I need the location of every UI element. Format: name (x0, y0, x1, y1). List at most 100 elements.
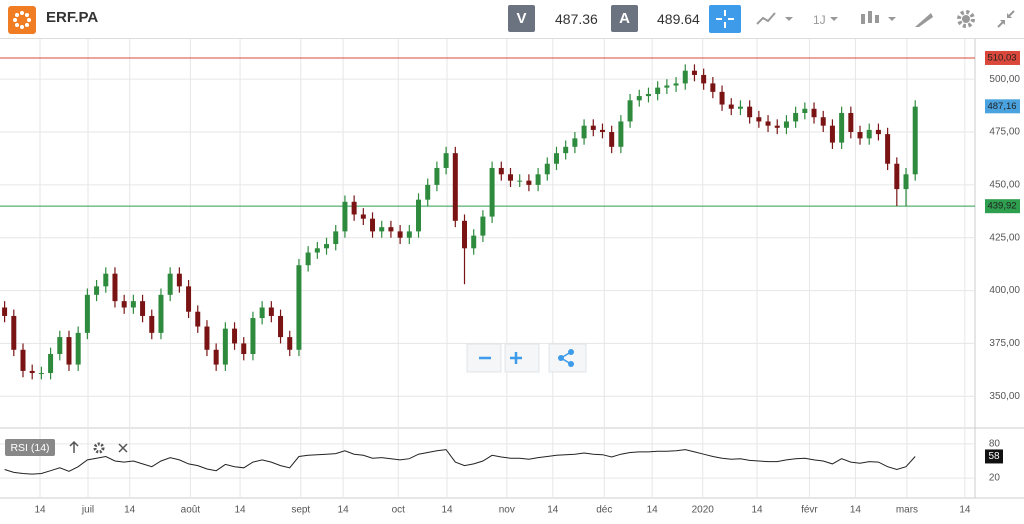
candle-body (875, 129, 881, 135)
candle-body (75, 332, 81, 365)
candle-body (379, 227, 385, 232)
candle-body (195, 311, 201, 327)
level-tag (985, 99, 1020, 114)
candle-body (839, 112, 845, 143)
candle-type-button[interactable] (858, 8, 898, 30)
timeframe-arrow[interactable] (827, 10, 841, 28)
rsi-settings[interactable] (93, 442, 105, 454)
candle-body (765, 121, 771, 126)
candle-body (848, 112, 854, 133)
candle-body (121, 301, 127, 308)
timeframe[interactable]: 1J (813, 13, 826, 27)
candle-body (857, 132, 863, 139)
candle-body (682, 70, 688, 84)
sell-price[interactable]: 487.36 (555, 11, 598, 27)
candle-body (912, 106, 918, 175)
candle-body (664, 85, 670, 88)
candle-body (609, 132, 615, 147)
collapse-button[interactable] (995, 8, 1017, 30)
x-tick-label: 14 (441, 505, 453, 516)
x-tick-label: 14 (850, 505, 862, 516)
candle-body (572, 138, 578, 147)
candle-body (149, 315, 155, 333)
candle-body (756, 117, 762, 122)
candle-body (618, 121, 624, 147)
candle-body (820, 117, 826, 126)
candle-body (314, 248, 320, 253)
rsi-move-up[interactable] (69, 440, 79, 453)
candle-body (553, 153, 559, 164)
x-tick-label: nov (499, 505, 515, 516)
y-tick-label: 375,00 (989, 338, 1020, 349)
candle-body (360, 214, 366, 219)
candle-body (728, 104, 734, 109)
candle-body (655, 87, 661, 94)
level-tag (985, 199, 1020, 214)
candle-body (802, 108, 808, 113)
level-label: 510,03 (987, 52, 1016, 63)
draw-button[interactable] (913, 9, 935, 29)
candle-body (351, 201, 357, 215)
y-tick-label: 400,00 (989, 285, 1020, 296)
candle-body (103, 273, 109, 287)
y-tick-label: 350,00 (989, 391, 1020, 402)
share-button[interactable] (548, 343, 587, 373)
candle-body (645, 93, 651, 97)
rsi-close[interactable] (118, 443, 128, 453)
candle-body (829, 125, 835, 143)
x-tick-label: 14 (547, 505, 559, 516)
candle-body (167, 273, 173, 295)
candle-body (498, 167, 504, 175)
candle-body (563, 146, 569, 154)
x-tick-label: oct (392, 505, 406, 516)
candle-body (342, 201, 348, 232)
buy-label[interactable]: A (611, 5, 638, 32)
candle-body (29, 370, 35, 374)
candle-body (186, 286, 192, 312)
share-dot (558, 355, 564, 361)
x-tick-label: 14 (235, 505, 247, 516)
rsi-value-tag (985, 449, 1003, 464)
x-tick-label: mars (896, 505, 918, 516)
candle-body (11, 315, 17, 350)
x-tick-label: 14 (959, 505, 971, 516)
candle-body (636, 96, 642, 101)
candle-body (701, 74, 707, 84)
x-tick-label: août (181, 505, 201, 516)
zoom-controls (466, 343, 587, 373)
candle-body (866, 129, 872, 139)
sell-label[interactable]: V (508, 5, 535, 32)
y-tick-label: 450,00 (989, 180, 1020, 191)
candle-body (434, 167, 440, 185)
rsi-tick-label: 80 (989, 439, 1001, 450)
candle-body (691, 70, 697, 75)
crosshair-button[interactable] (709, 5, 741, 33)
candle-body (894, 163, 900, 190)
candle-body (526, 180, 532, 185)
candle-body (627, 100, 633, 122)
buy-price[interactable]: 489.64 (657, 11, 700, 27)
candle-body (397, 231, 403, 238)
candle-body (140, 301, 146, 316)
candle-body (544, 163, 550, 175)
candle-body (20, 349, 26, 371)
indicator-button[interactable] (755, 10, 795, 28)
toolbar: ERF.PA V 487.36 A 489.64 1J (0, 0, 1024, 39)
candle-body (673, 83, 679, 86)
candle-body (811, 108, 817, 118)
candle-body (416, 199, 422, 232)
x-tick-label: 14 (647, 505, 659, 516)
rsi-line (4, 449, 916, 475)
candle-body (305, 252, 311, 266)
settings-button[interactable] (955, 8, 977, 30)
level-tag (985, 50, 1020, 65)
candle-body (176, 273, 182, 287)
candle-body (268, 307, 274, 316)
candle-body (94, 286, 100, 295)
candle-body (452, 153, 458, 221)
share-dot (568, 361, 574, 367)
logo (8, 6, 36, 34)
x-tick-label: 2020 (692, 505, 715, 516)
